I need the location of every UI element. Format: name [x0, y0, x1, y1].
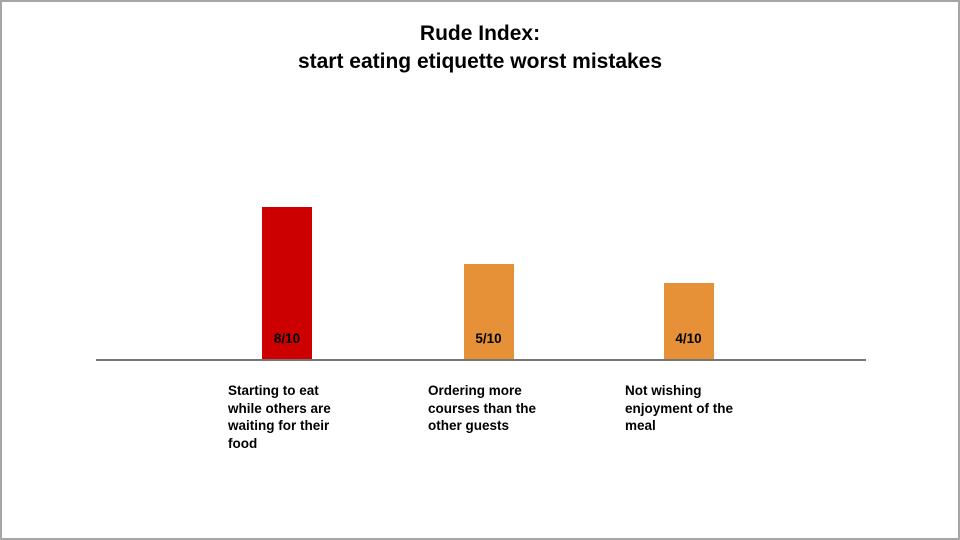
x-axis-line	[96, 359, 866, 361]
bar-2: 5/10	[463, 264, 514, 359]
bar-1: 8/10	[262, 207, 312, 359]
bar-value-label-2: 5/10	[475, 331, 502, 346]
category-label-3: Not wishing enjoyment of the meal	[625, 383, 734, 433]
bar-value-label-1: 8/10	[273, 331, 301, 346]
bar-value-label-3: 4/10	[675, 331, 702, 346]
chart-title: Rude Index: start eating etiquette worst…	[297, 22, 663, 73]
category-label-2: Ordering more courses than the other gue…	[428, 383, 537, 433]
bar-3: 4/10	[663, 283, 714, 359]
category-label-1: Starting to eat while others are waiting…	[228, 383, 331, 451]
